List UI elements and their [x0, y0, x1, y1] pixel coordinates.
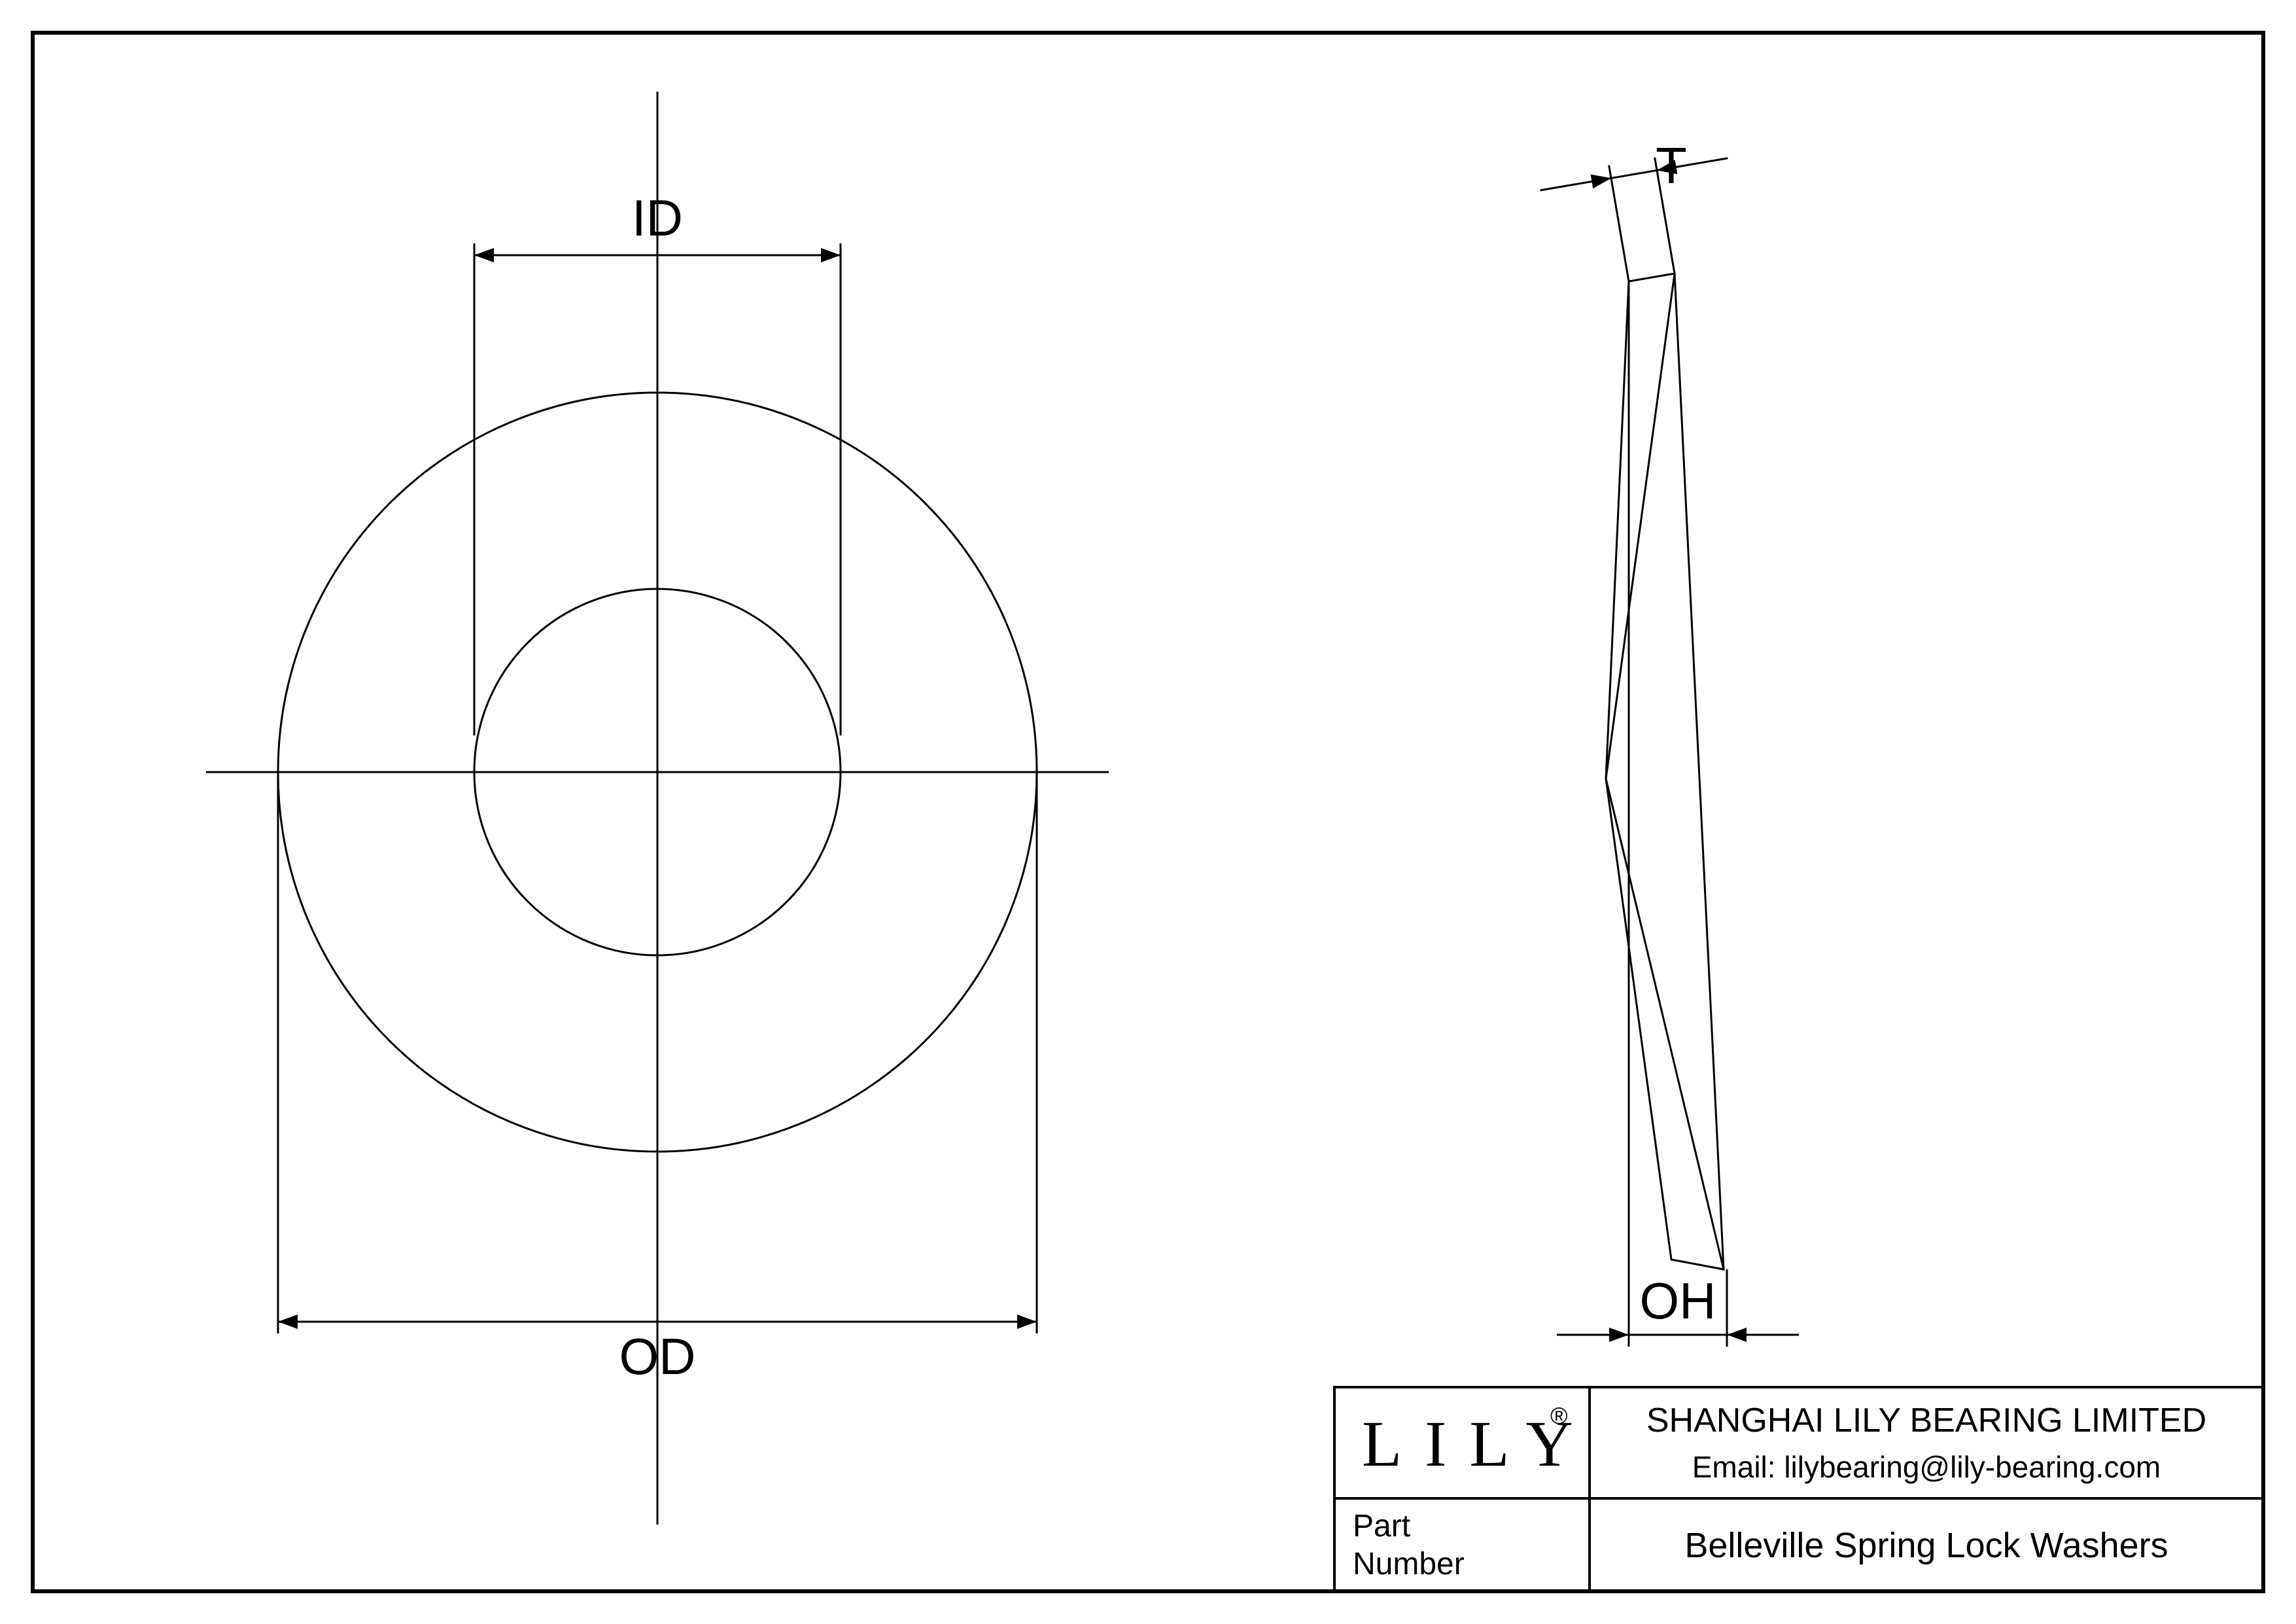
id-dim-label: ID	[632, 189, 683, 247]
side-inner-line-1	[1606, 274, 1675, 779]
side-inner-line-2	[1606, 779, 1724, 1269]
drawing-svg: IDODTOHLILY®SHANGHAI LILY BEARING LIMITE…	[0, 0, 2296, 1624]
oh-dim-label: OH	[1640, 1272, 1716, 1330]
part-number-label-2: Number	[1353, 1547, 1465, 1581]
t-dim-label: T	[1656, 137, 1687, 194]
part-description: Belleville Spring Lock Washers	[1684, 1526, 2168, 1565]
company-email: Email: lilybearing@lily-bearing.com	[1692, 1450, 2161, 1484]
brand-registered-icon: ®	[1550, 1402, 1568, 1429]
washer-side-outline	[1606, 274, 1724, 1269]
t-dim-gap	[1611, 170, 1657, 178]
part-number-label-1: Part	[1353, 1509, 1410, 1544]
t-ext-1	[1609, 166, 1629, 281]
drawing-page: IDODTOHLILY®SHANGHAI LILY BEARING LIMITE…	[0, 0, 2296, 1624]
t-arrow-left	[1540, 178, 1611, 190]
drawing-border	[33, 33, 2263, 1591]
title-block: LILY®SHANGHAI LILY BEARING LIMITEDEmail:…	[1334, 1387, 2263, 1591]
company-name: SHANGHAI LILY BEARING LIMITED	[1646, 1402, 2206, 1439]
od-dim-label: OD	[619, 1328, 696, 1385]
